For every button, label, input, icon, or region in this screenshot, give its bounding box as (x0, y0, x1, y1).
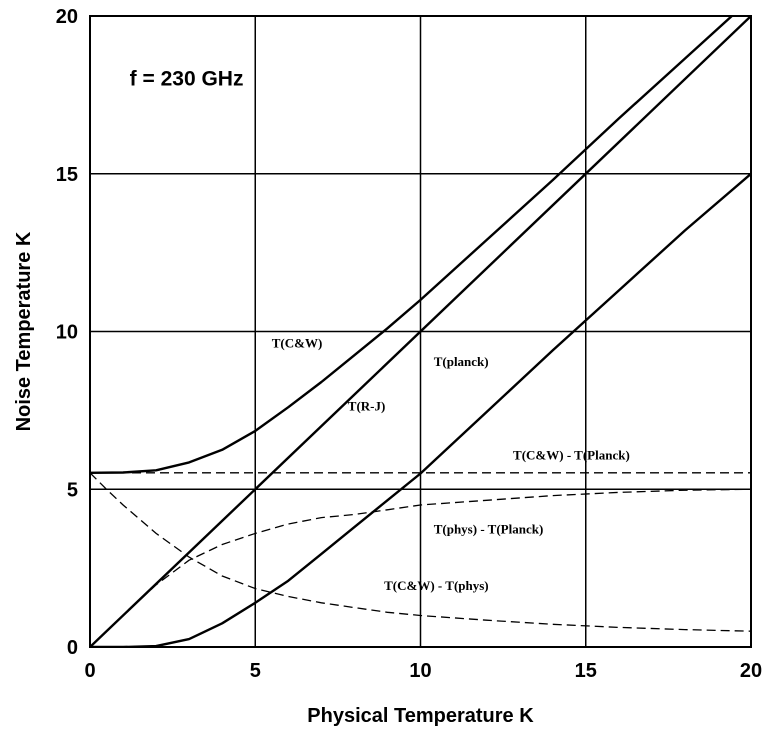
y-tick-label: 5 (67, 479, 78, 501)
y-tick-label: 15 (56, 164, 78, 186)
annotation-7: T(C&W) - T(phys) (384, 578, 489, 593)
series-line-2 (90, 16, 751, 647)
y-tick-label: 0 (67, 637, 78, 659)
series-line-1 (90, 16, 734, 474)
annotation-2: T(C&W) (272, 335, 323, 350)
series-line-5 (90, 488, 751, 647)
annotation-1: f = 230 GHz (130, 67, 244, 90)
series-group (90, 16, 751, 647)
x-tick-label: 10 (409, 660, 431, 682)
y-axis-title: Noise Temperature K (13, 231, 35, 431)
annotation-4: T(planck) (434, 354, 489, 369)
x-tick-label: 5 (250, 660, 261, 682)
y-tick-label: 10 (56, 322, 78, 344)
annotation-5: T(C&W) - T(Planck) (513, 447, 630, 462)
y-tick-label: 20 (56, 6, 78, 28)
annotation-6: T(phys) - T(Planck) (434, 521, 544, 536)
x-tick-label: 0 (84, 660, 95, 682)
grid (89, 15, 752, 648)
annotations: f = 230 GHz T(C&W) T(R-J) T(planck) T(C&W) -… (130, 67, 630, 593)
series-line-3 (90, 172, 751, 647)
annotation-3: T(R-J) (348, 398, 386, 413)
series-line-6 (90, 472, 751, 632)
x-axis-title: Physical Temperature K (307, 705, 534, 727)
x-tick-label: 15 (575, 660, 597, 682)
x-tick-label: 20 (740, 660, 762, 682)
tick-labels: 0 5 10 15 20 0 5 10 15 20 (56, 6, 762, 682)
